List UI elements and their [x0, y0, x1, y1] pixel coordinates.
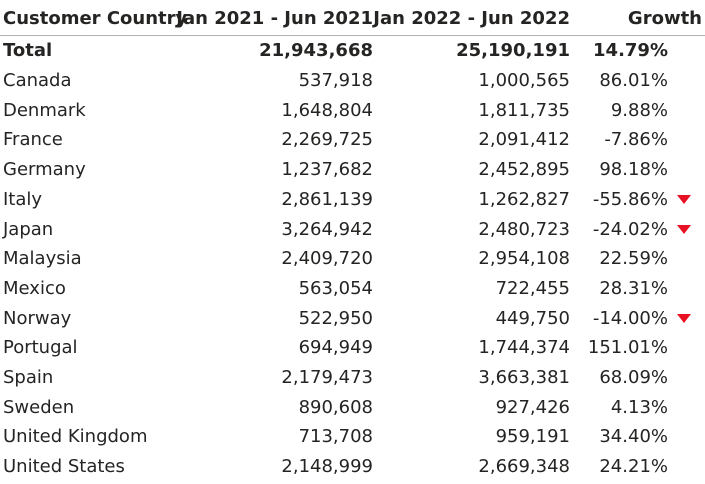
table-row[interactable]: France 2,269,725 2,091,412 -7.86% — [0, 125, 705, 155]
table-row[interactable]: United States 2,148,999 2,669,348 24.21% — [0, 452, 705, 482]
period-2021-cell: 2,179,473 — [281, 367, 373, 388]
table-row[interactable]: Italy 2,861,139 1,262,827 -55.86% — [0, 185, 705, 215]
total-label: Total — [3, 40, 53, 61]
period-2022-cell: 1,744,374 — [478, 337, 570, 359]
period-2021-cell: 2,861,139 — [281, 188, 373, 210]
table-row[interactable]: Norway 522,950 449,750 -14.00% — [0, 304, 705, 334]
table-row[interactable]: Spain 2,179,473 3,663,381 68.09% — [0, 363, 705, 393]
period-2021-cell: 890,608 — [298, 396, 373, 418]
table-row[interactable]: Mexico 563,054 722,455 28.31% — [0, 274, 705, 304]
period-2021-cell: 2,409,720 — [281, 248, 373, 270]
table-row[interactable]: Portugal 694,949 1,744,374 151.01% — [0, 333, 705, 363]
table-row[interactable]: Malaysia 2,409,720 2,954,108 22.59% — [0, 244, 705, 274]
growth-cell: 68.09% — [599, 367, 668, 388]
down-triangle-icon — [677, 224, 691, 234]
header-divider — [0, 35, 705, 36]
table-row[interactable]: United Kingdom 713,708 959,191 34.40% — [0, 422, 705, 452]
total-growth: 14.79% — [593, 40, 668, 61]
growth-cell: 24.21% — [599, 456, 668, 478]
period-2021-cell: 3,264,942 — [281, 218, 373, 240]
growth-cell: 98.18% — [599, 159, 668, 181]
period-2022-cell: 927,426 — [495, 396, 570, 418]
period-2021-cell: 537,918 — [298, 70, 373, 91]
period-2022-cell: 2,091,412 — [478, 129, 570, 151]
period-2021-cell: 1,237,682 — [281, 159, 373, 181]
period-2022-cell: 3,663,381 — [478, 367, 570, 388]
period-2021-cell: 713,708 — [298, 426, 373, 448]
country-cell: United Kingdom — [3, 426, 148, 448]
table-row[interactable]: Sweden 890,608 927,426 4.13% — [0, 393, 705, 423]
growth-cell: 9.88% — [610, 99, 668, 121]
period-2022-cell: 2,669,348 — [478, 456, 570, 478]
period-2022-cell: 959,191 — [495, 426, 570, 448]
period-2021-cell: 694,949 — [298, 337, 373, 359]
period-2021-cell: 1,648,804 — [281, 99, 373, 121]
country-cell: United States — [3, 456, 125, 478]
column-header-customer-country[interactable]: Customer Country — [3, 8, 188, 29]
period-2021-cell: 522,950 — [298, 307, 373, 329]
growth-cell: 86.01% — [599, 70, 668, 91]
growth-cell: 22.59% — [599, 248, 668, 270]
growth-cell: -55.86% — [592, 188, 668, 210]
growth-cell: 28.31% — [599, 277, 668, 299]
growth-cell: 151.01% — [587, 337, 668, 359]
period-2022-cell: 1,000,565 — [478, 70, 570, 91]
column-header-period-2021[interactable]: Jan 2021 - Jun 2021 — [176, 8, 373, 29]
period-2022-cell: 1,262,827 — [478, 188, 570, 210]
growth-cell: -24.02% — [592, 218, 668, 240]
down-triangle-icon — [677, 194, 691, 204]
total-period-2021: 21,943,668 — [259, 40, 373, 61]
period-2022-cell: 722,455 — [495, 277, 570, 299]
country-cell: Spain — [3, 367, 54, 388]
total-row[interactable]: Total 21,943,668 25,190,191 14.79% — [0, 36, 705, 66]
table-row[interactable]: Canada 537,918 1,000,565 86.01% — [0, 66, 705, 96]
period-2022-cell: 2,480,723 — [478, 218, 570, 240]
table-row[interactable]: Japan 3,264,942 2,480,723 -24.02% — [0, 215, 705, 245]
table-row[interactable]: Denmark 1,648,804 1,811,735 9.88% — [0, 96, 705, 126]
growth-cell: -14.00% — [592, 307, 668, 329]
column-header-period-2022[interactable]: Jan 2022 - Jun 2022 — [373, 8, 570, 29]
country-cell: Mexico — [3, 277, 66, 299]
period-2022-cell: 2,452,895 — [478, 159, 570, 181]
period-2021-cell: 2,148,999 — [281, 456, 373, 478]
column-header-growth[interactable]: Growth — [627, 8, 702, 29]
country-cell: Sweden — [3, 396, 75, 418]
period-2022-cell: 1,811,735 — [478, 99, 570, 121]
growth-cell: -7.86% — [604, 129, 668, 151]
period-2021-cell: 563,054 — [298, 277, 373, 299]
country-cell: Norway — [3, 307, 72, 329]
country-cell: Germany — [3, 159, 86, 181]
country-cell: Portugal — [3, 337, 78, 359]
country-cell: Italy — [3, 188, 43, 210]
period-2021-cell: 2,269,725 — [281, 129, 373, 151]
period-2022-cell: 449,750 — [495, 307, 570, 329]
down-triangle-icon — [677, 313, 691, 323]
table-row[interactable]: Germany 1,237,682 2,452,895 98.18% — [0, 155, 705, 185]
header-row: Customer Country Jan 2021 - Jun 2021 Jan… — [0, 4, 705, 34]
growth-cell: 4.13% — [610, 396, 668, 418]
country-cell: Denmark — [3, 99, 86, 121]
total-period-2022: 25,190,191 — [456, 40, 570, 61]
country-cell: Malaysia — [3, 248, 82, 270]
period-2022-cell: 2,954,108 — [478, 248, 570, 270]
country-cell: France — [3, 129, 63, 151]
country-cell: Japan — [3, 218, 54, 240]
growth-cell: 34.40% — [599, 426, 668, 448]
country-cell: Canada — [3, 70, 72, 91]
